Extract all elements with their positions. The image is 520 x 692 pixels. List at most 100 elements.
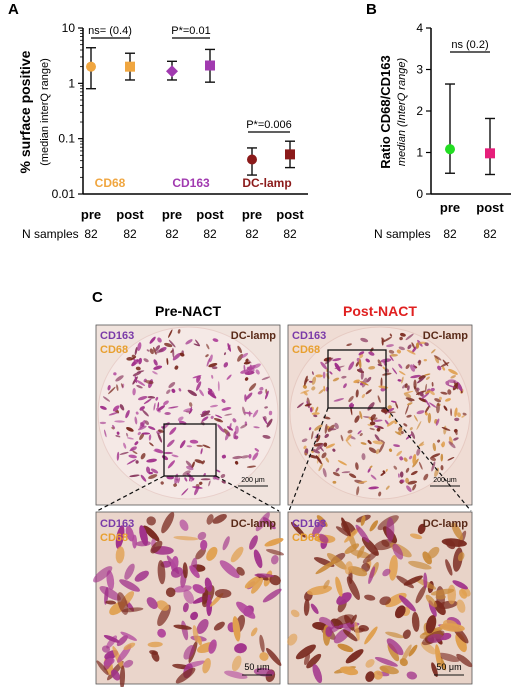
stained-cell xyxy=(410,470,418,476)
stained-cell xyxy=(344,543,360,554)
stained-cell xyxy=(182,562,188,579)
stained-cell xyxy=(196,619,209,634)
stained-cell xyxy=(437,652,460,663)
stained-cell xyxy=(341,375,347,379)
stained-cell xyxy=(244,575,262,589)
stained-cell xyxy=(437,439,441,443)
stained-cell xyxy=(399,471,404,478)
stained-cell xyxy=(364,594,376,601)
stained-cell xyxy=(149,650,159,655)
stained-cell xyxy=(418,360,422,366)
panel-b-x-tick-1: pre xyxy=(440,200,460,215)
stained-cell xyxy=(445,381,450,386)
stained-cell xyxy=(324,423,328,434)
stained-cell xyxy=(404,390,414,394)
stained-cell xyxy=(110,669,121,681)
data-point xyxy=(125,61,135,72)
micrograph-labels-post-low: CD163 CD68 DC-lamp xyxy=(292,330,468,356)
stained-cell xyxy=(236,566,245,576)
stained-cell xyxy=(103,657,115,666)
stained-cell xyxy=(136,370,145,373)
stained-cell xyxy=(194,459,203,464)
stained-cell xyxy=(157,432,163,443)
stained-cell xyxy=(329,371,333,375)
stained-cell xyxy=(392,543,404,560)
panel-a-y-ticks: 0.01 0.1 1 10 xyxy=(52,21,83,201)
stained-cell xyxy=(413,414,418,422)
stained-cell xyxy=(287,633,298,646)
panel-b-annotation: ns (0.2) xyxy=(451,39,488,51)
data-point xyxy=(247,154,257,165)
stained-cell xyxy=(179,440,186,449)
stained-cell xyxy=(237,345,243,354)
stained-cell xyxy=(422,551,432,565)
stained-cell xyxy=(406,671,418,680)
stained-cell xyxy=(106,570,115,591)
stained-cell xyxy=(135,460,139,464)
stained-cell xyxy=(427,546,440,559)
stained-cell xyxy=(334,362,341,372)
stained-cell xyxy=(168,329,173,338)
stained-cell xyxy=(371,417,378,421)
stained-cell xyxy=(177,329,181,334)
panel-a-letter: A xyxy=(8,1,19,18)
stained-cell xyxy=(314,424,323,431)
stained-cell xyxy=(456,653,473,668)
stained-cell xyxy=(145,380,154,385)
stained-cell xyxy=(398,370,406,376)
stained-cell xyxy=(265,548,285,556)
stained-cell xyxy=(227,344,231,350)
stained-cell xyxy=(262,434,271,439)
stained-cell xyxy=(146,516,156,526)
label-cd68: CD68 xyxy=(292,532,320,544)
stained-cell xyxy=(157,405,166,412)
panel-c-letter: C xyxy=(92,289,103,306)
stained-cell xyxy=(312,664,323,684)
stained-cell xyxy=(167,460,175,469)
stained-cell xyxy=(408,399,413,402)
stained-cell xyxy=(147,426,156,431)
stained-cell xyxy=(334,614,355,625)
stained-cell xyxy=(196,444,203,447)
stained-cell xyxy=(441,426,451,431)
stained-cell xyxy=(157,628,166,638)
stained-cell xyxy=(306,653,322,669)
stained-cell xyxy=(398,595,416,612)
stained-cell xyxy=(346,576,360,600)
stained-cell xyxy=(378,491,382,497)
panel-a-n-4: 82 xyxy=(203,227,217,241)
stained-cell xyxy=(399,479,405,483)
scalebar-label: 200 μm xyxy=(241,477,265,484)
stained-cell xyxy=(197,636,202,646)
stained-cell xyxy=(213,418,224,423)
stained-cell xyxy=(362,551,379,564)
stained-cell xyxy=(406,485,412,492)
stained-cell xyxy=(370,474,377,480)
stained-cell xyxy=(412,458,419,468)
stained-cell xyxy=(246,465,257,468)
y-tick-label: 1 xyxy=(416,146,423,160)
label-cd163: CD163 xyxy=(100,518,134,530)
stained-cell xyxy=(419,391,424,397)
panel-b-n-1: 82 xyxy=(443,227,457,241)
stained-cell xyxy=(440,453,444,462)
stained-cell xyxy=(392,367,398,375)
stained-cell xyxy=(146,349,150,352)
panel-b-ylabel-sub: median (InterQ range) xyxy=(396,58,408,167)
stained-cell xyxy=(149,442,154,447)
stained-cell xyxy=(448,368,458,375)
stained-cell xyxy=(224,670,248,679)
stained-cell xyxy=(325,457,330,463)
stained-cell xyxy=(164,342,173,348)
stained-cell xyxy=(195,381,202,391)
stained-cell xyxy=(377,395,381,403)
stained-cell xyxy=(358,368,363,372)
panel-b-ylabel-main: Ratio CD68/CD163 xyxy=(378,55,393,168)
stained-cell xyxy=(416,410,425,415)
stained-cell xyxy=(251,363,261,369)
data-point xyxy=(485,148,495,159)
panel-a-group-cd163: CD163 xyxy=(172,176,210,190)
stained-cell xyxy=(374,656,398,667)
stained-cell xyxy=(202,658,211,674)
stained-cell xyxy=(365,659,375,668)
